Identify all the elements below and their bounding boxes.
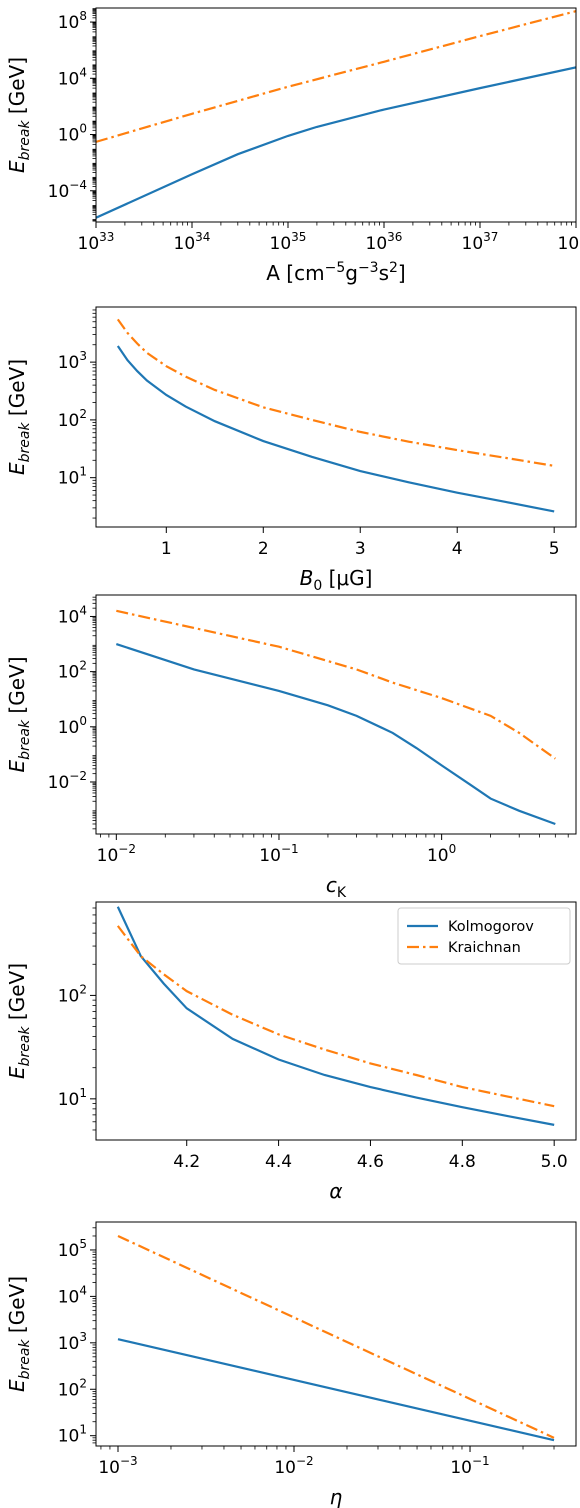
kolmogorov-line (116, 345, 555, 513)
y-axis-label: Ebreak [GeV] (5, 57, 33, 173)
y-tick-label: 103 (58, 1330, 87, 1354)
legend-box (397, 907, 571, 965)
y-tick-label: 103 (58, 349, 87, 373)
y-axis-label: Ebreak [GeV] (5, 656, 33, 772)
x-axis-label: A [cm−5g−3s2] (266, 260, 405, 285)
kraichnan-line (116, 925, 555, 1108)
y-tick-label: 104 (58, 603, 87, 627)
panel-3: 10−2 10−1 100 10−2 100 102 104 cK Ebreak [GeV] (5, 594, 577, 901)
panel-2: 1 2 3 4 5 101 102 103 B0 [μG] Ebreak [GeV] (5, 306, 577, 594)
x-tick-label: 1038 (558, 230, 580, 254)
x-tick-label: 10−3 (98, 1454, 137, 1478)
kraichnan-line (116, 318, 555, 467)
y-axis-label: Ebreak [GeV] (5, 359, 33, 475)
x-tick-label: 10−2 (97, 842, 136, 866)
x-axis-label: η (330, 1485, 343, 1508)
x-tick-label: 4 (452, 539, 463, 559)
y-axis-label: Ebreak [GeV] (5, 963, 33, 1079)
y-tick-label: 102 (58, 1376, 87, 1400)
axes-frame (95, 901, 577, 1141)
x-axis-label: α (329, 1179, 342, 1203)
axes-frame (95, 306, 577, 528)
x-tick-label: 5.0 (541, 1152, 568, 1172)
axes-frame (95, 594, 577, 835)
x-tick-label: 5 (549, 539, 560, 559)
x-tick-label: 100 (427, 842, 456, 866)
x-tick-label: 4.6 (357, 1152, 384, 1172)
x-axis-label: cK (326, 873, 347, 901)
y-tick-label: 100 (58, 122, 87, 146)
kraichnan-line (117, 1234, 555, 1439)
x-tick-label: 10−1 (450, 1454, 489, 1478)
legend-label-kraichnan: Kraichnan (448, 940, 521, 956)
kolmogorov-line (115, 643, 556, 826)
x-tick-label: 4.4 (265, 1152, 292, 1172)
x-tick-label: 1033 (78, 230, 115, 254)
y-tick-label: 102 (58, 407, 87, 431)
x-tick-label: 1034 (174, 230, 211, 254)
kraichnan-line (96, 10, 576, 143)
x-tick-label: 3 (355, 539, 366, 559)
y-tick-label: 101 (58, 1086, 87, 1110)
kraichnan-line (116, 609, 556, 760)
y-tick-label: 101 (58, 465, 87, 489)
axes-frame (95, 7, 577, 223)
y-tick-label: 102 (58, 982, 87, 1006)
x-tick-label: 2 (258, 539, 269, 559)
y-axis-label: Ebreak [GeV] (5, 1276, 33, 1392)
x-axis-label: B0 [μG] (300, 566, 373, 594)
y-tick-label: 100 (58, 714, 87, 738)
x-tick-label: 4.2 (173, 1152, 200, 1172)
y-tick-label: 102 (58, 659, 87, 683)
kolmogorov-line (117, 1338, 555, 1442)
y-tick-label: 101 (58, 1423, 87, 1447)
kolmogorov-line (96, 66, 576, 219)
y-tick-label: 108 (58, 9, 87, 33)
kolmogorov-line (116, 906, 555, 1126)
panel-5: 10−3 10−2 10−1 101 102 103 104 105 η Ebreak [GeV] (5, 1221, 577, 1508)
x-tick-label: 10−1 (259, 842, 298, 866)
y-tick-label: 104 (58, 1283, 87, 1307)
x-tick-label: 1 (161, 539, 172, 559)
x-tick-label: 1037 (462, 230, 499, 254)
legend-label-kolmogorov: Kolmogorov (448, 919, 534, 935)
axes-frame (95, 1221, 577, 1447)
legend: Kolmogorov Kraichnan (397, 907, 571, 965)
x-tick-label: 10−2 (274, 1454, 313, 1478)
panel-4: 4.2 4.4 4.6 4.8 5.0 101 102 α Ebreak [GeV] Kolmog… (5, 901, 577, 1203)
y-tick-label: 104 (58, 65, 87, 89)
panel-1: 1033 1034 1035 1036 1037 1038 10−4 100 104 108 A [… (5, 7, 580, 285)
x-tick-label: 1035 (270, 230, 307, 254)
y-tick-label: 10−2 (48, 769, 87, 793)
x-tick-label: 4.8 (449, 1152, 476, 1172)
y-tick-label: 10−4 (48, 178, 87, 202)
x-tick-label: 1036 (366, 230, 403, 254)
y-tick-label: 105 (58, 1237, 87, 1261)
